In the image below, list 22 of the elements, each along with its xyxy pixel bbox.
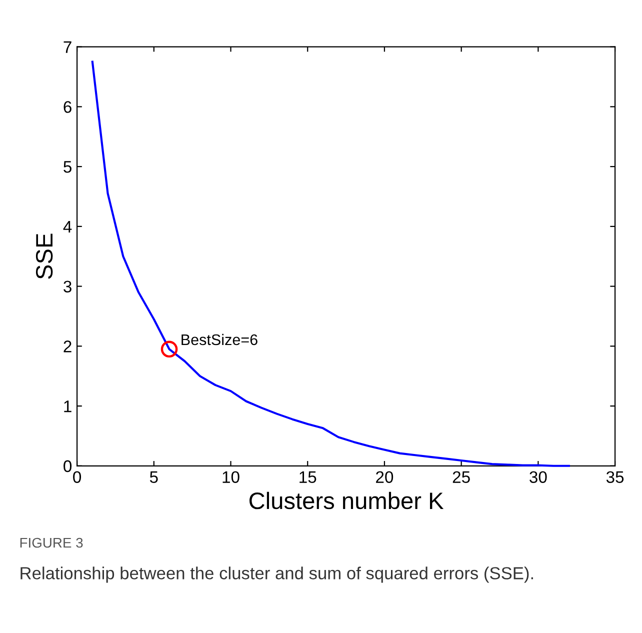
y-axis-title: SSE xyxy=(36,234,53,279)
y-tick-label: 4 xyxy=(63,221,72,232)
x-tick-label: 20 xyxy=(376,471,394,483)
y-tick-label: 2 xyxy=(64,340,72,352)
annotation: BestSize=6 xyxy=(182,334,258,346)
x-tick-label: 5 xyxy=(150,471,158,483)
x-tick-label: 25 xyxy=(452,471,470,483)
x-tick-label: 10 xyxy=(222,471,240,483)
x-tick-label: 30 xyxy=(530,471,547,483)
caption: FIGURE 3 xyxy=(20,538,83,548)
y-tick-label: 0 xyxy=(64,460,72,472)
x-tick-label: 35 xyxy=(606,471,624,483)
y-tick-label: 3 xyxy=(64,280,72,292)
x-tick-label: 0 xyxy=(73,471,82,483)
x-tick-label: 15 xyxy=(300,471,316,483)
y-tick-label: 6 xyxy=(64,101,72,113)
x-axis-title: Clusters number K xyxy=(249,492,444,510)
text: Relationship between the cluster and sum of squared errors (SSE). xyxy=(20,566,533,583)
y-tick-label: 7 xyxy=(64,41,72,53)
y-tick-label: 5 xyxy=(64,161,72,173)
y-tick-label: 1 xyxy=(64,400,72,412)
line-series xyxy=(91,60,570,467)
